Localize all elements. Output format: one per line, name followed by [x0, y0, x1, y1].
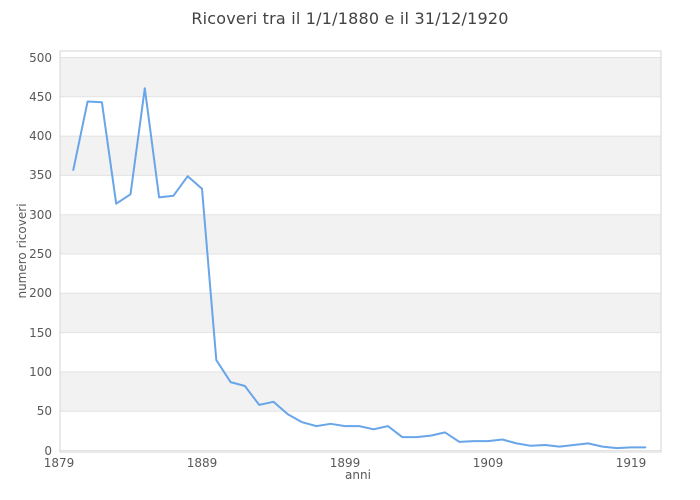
grid-band	[60, 57, 661, 97]
y-tick-label: 300	[29, 207, 52, 222]
y-tick-label: 450	[29, 89, 52, 104]
chart-title: Ricoveri tra il 1/1/1880 e il 31/12/1920	[191, 9, 509, 28]
y-tick-label: 50	[36, 404, 52, 419]
plot-border	[59, 50, 662, 453]
grid-band	[60, 371, 661, 412]
y-tick-label: 500	[29, 50, 52, 65]
y-tick-label: 250	[29, 247, 52, 261]
y-tick-label: 350	[29, 168, 52, 183]
grid-band	[60, 214, 661, 254]
y-tick-label: 100	[29, 364, 52, 379]
x-tick-label: 1899	[329, 456, 361, 470]
grid-band	[60, 136, 661, 176]
y-tick-label: 200	[29, 286, 52, 301]
x-axis-title: anni	[345, 468, 371, 482]
y-tick-label: 150	[29, 325, 52, 340]
x-tick-label: 1919	[615, 456, 647, 470]
y-tick-label: 0	[44, 443, 52, 458]
y-tick-label: 400	[29, 129, 52, 144]
x-tick-label: 1909	[472, 456, 504, 470]
x-tick-label: 1889	[186, 456, 218, 470]
x-tick-label: 1879	[43, 456, 75, 470]
grid-band	[60, 293, 661, 333]
data-series-line	[72, 87, 647, 450]
